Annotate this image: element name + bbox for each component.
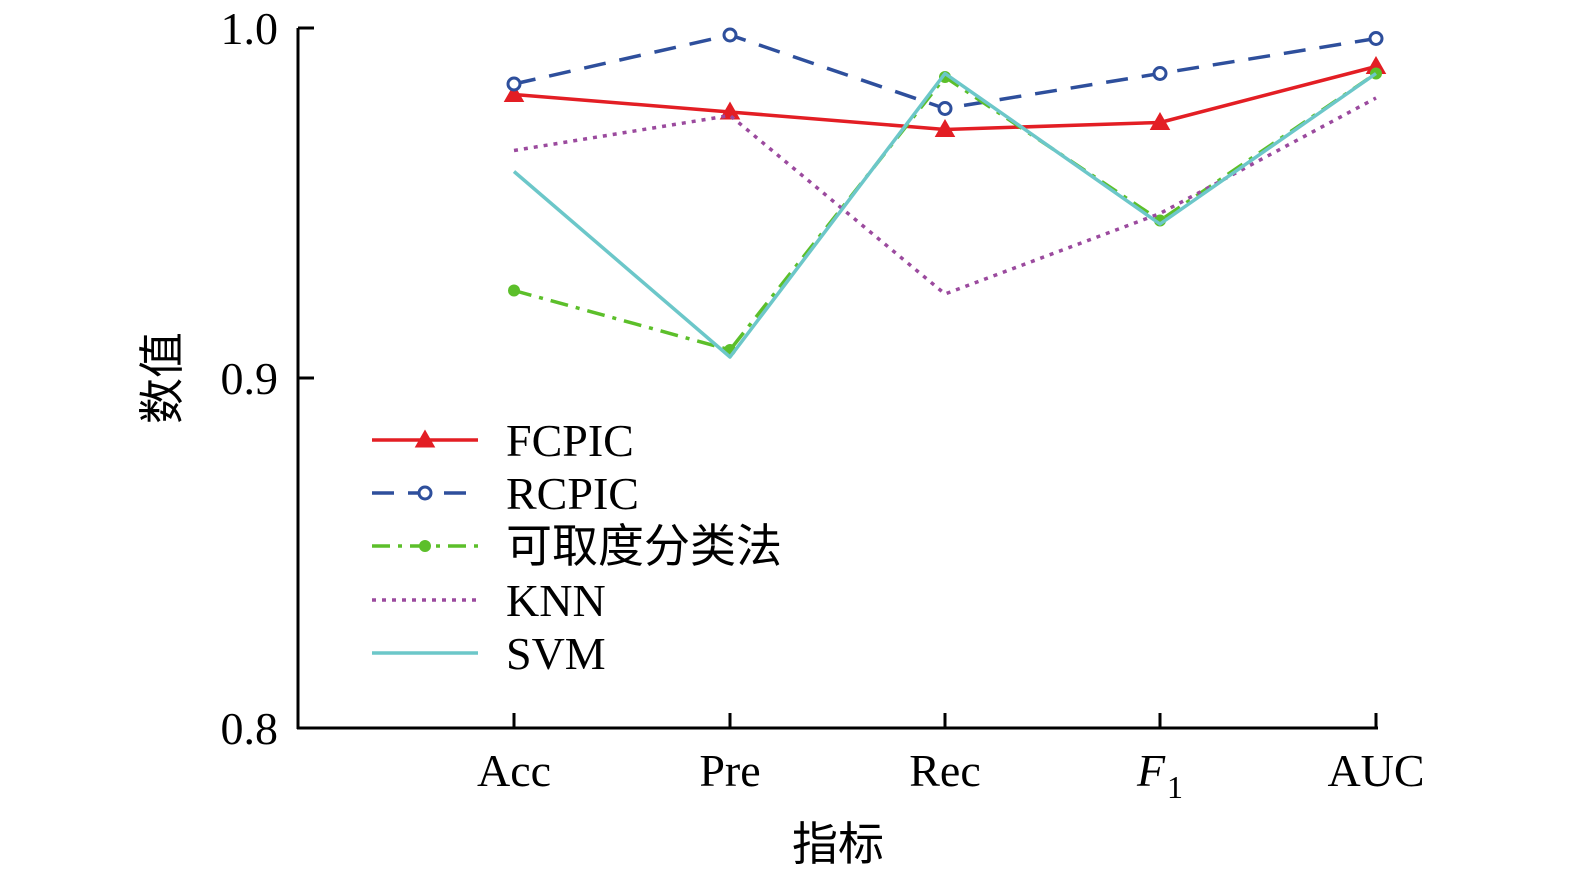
data-point [1368,31,1384,46]
legend-label: 可取度分类法 [506,521,782,572]
x-tick-label-main: F [1136,745,1166,796]
legend-item: 可取度分类法 [372,521,782,572]
y-tick-label: 0.9 [221,353,279,404]
data-point [719,101,741,120]
series-0 [503,55,1387,137]
legend-marker [419,540,431,552]
legend-label: SVM [506,628,606,679]
series-layer [503,27,1387,359]
legend-item: RCPIC [372,468,639,519]
data-point [937,101,953,116]
series-line [512,71,1378,359]
legend-label: KNN [506,575,606,626]
legend-item: KNN [372,575,606,626]
legend-item: SVM [372,628,606,679]
data-point [1152,66,1168,81]
series-1 [506,27,1384,116]
x-tick-label: F1 [1136,745,1183,805]
data-point [506,76,522,92]
x-axis-title: 指标 [792,817,884,871]
series-4 [512,71,1378,359]
x-tick-label: Pre [699,745,760,796]
data-point [1149,111,1171,130]
legend-label: RCPIC [506,468,639,519]
y-tick-label: 0.8 [221,703,279,754]
x-tick-label: Acc [477,745,551,796]
legend-marker [414,429,436,448]
y-tick-label: 1.0 [221,3,279,54]
data-point [508,284,520,297]
data-point [503,83,525,102]
axes: 0.8 0.9 1.0 Acc Pre Rec F1 AUC 指标 数值 [135,3,1425,871]
x-tick-label: Rec [909,745,981,796]
x-tick-label-subscript: 1 [1167,769,1183,805]
legend-label: FCPIC [506,415,634,466]
legend-item: FCPIC [372,415,634,466]
x-tick-label: AUC [1327,745,1424,796]
data-point [722,27,738,43]
legend-marker [417,485,433,501]
data-point [934,118,956,137]
y-axis-title: 数值 [135,332,189,424]
